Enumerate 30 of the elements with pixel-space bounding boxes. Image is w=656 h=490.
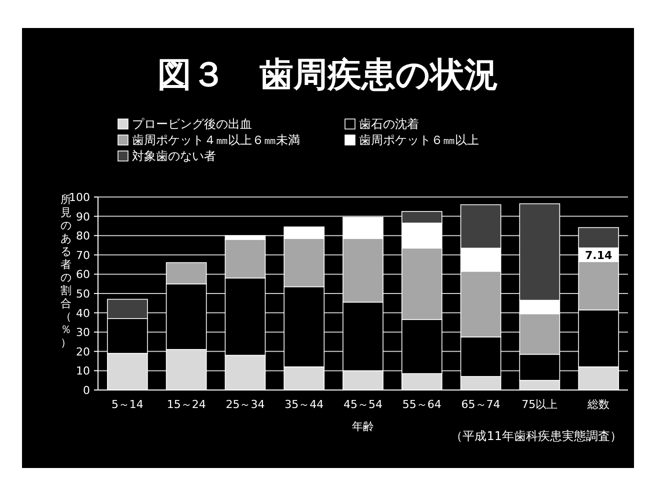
legend-label: 歯石の沈着: [359, 117, 419, 131]
x-tick-label: 25～34: [226, 398, 265, 411]
y-tick-label: 40: [76, 306, 90, 320]
legend-label: 歯周ポケット６㎜以上: [359, 133, 479, 147]
text: （平成11年歯科疾患実態調査）: [450, 429, 622, 443]
y-tick-label: 70: [76, 248, 90, 262]
x-tick-label: 75以上: [522, 398, 558, 411]
legend-label: プロービング後の出血: [132, 117, 252, 131]
y-tick-label: 0: [83, 384, 90, 397]
x-tick-label: 5～14: [111, 398, 144, 411]
y-tick-label: 50: [76, 288, 90, 300]
chart-title: 図３ 歯周疾患の状況: [158, 55, 498, 95]
y-tick-label: 80: [76, 230, 90, 243]
x-tick-label: 65～74: [461, 398, 500, 411]
x-tick-label: 35～44: [284, 398, 324, 411]
legend-label: 歯周ポケット４㎜以上６㎜未満: [132, 133, 300, 147]
x-tick-label: 15～24: [166, 398, 206, 411]
legend-label: 対象歯のない者: [132, 149, 216, 163]
y-tick-label: 10: [76, 364, 90, 378]
x-axis-title: 年齢: [352, 420, 374, 433]
y-tick-label: 20: [76, 345, 90, 358]
x-tick-label: 55～64: [402, 398, 442, 411]
y-tick-label: 60: [76, 268, 90, 282]
x-tick-label: 45～54: [344, 398, 382, 411]
y-axis-title: 所見のある者の割合（％）: [60, 193, 72, 349]
y-tick-label: 90: [76, 210, 90, 224]
data-label: 7.14: [584, 248, 612, 262]
x-tick-label: 総数: [586, 398, 610, 411]
y-tick-label: 30: [76, 326, 90, 340]
y-tick-label: 100: [69, 191, 90, 204]
